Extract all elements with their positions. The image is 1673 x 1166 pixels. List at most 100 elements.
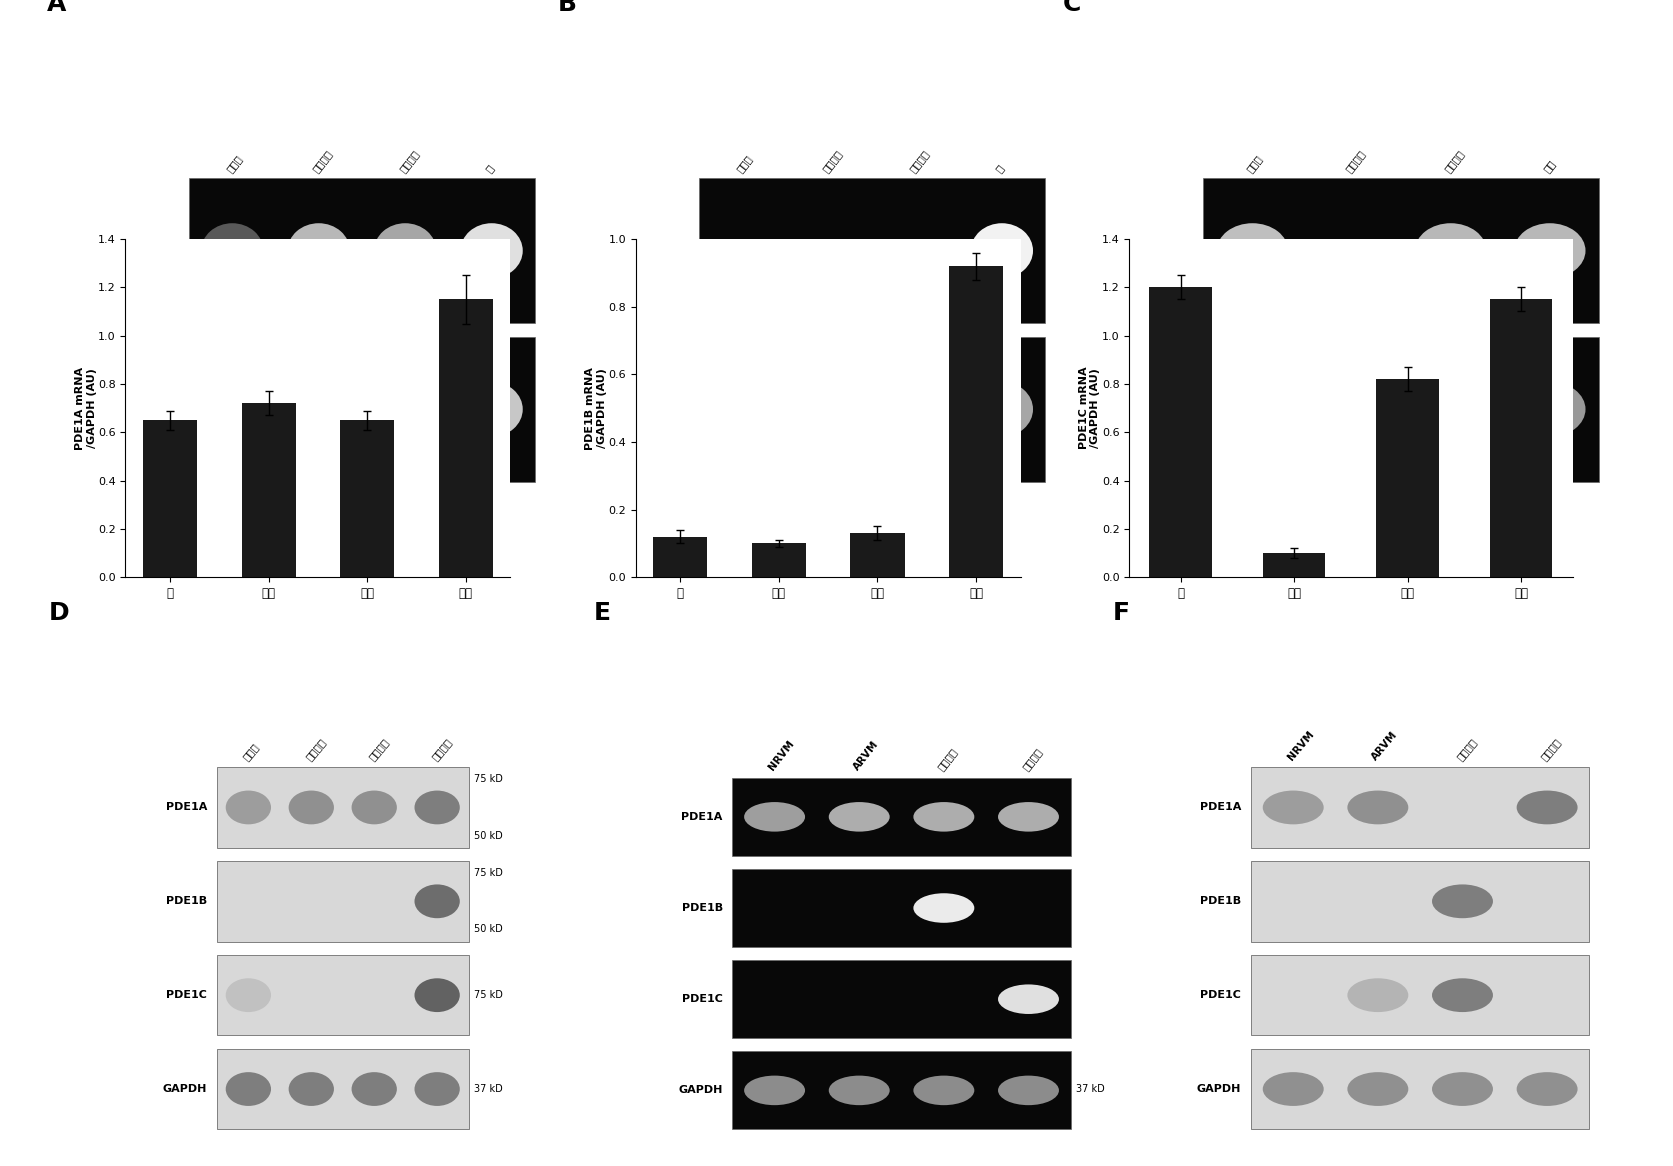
Text: 大鼠心脏: 大鼠心脏 <box>1343 148 1367 174</box>
Text: PDE1A: PDE1A <box>166 802 207 813</box>
Ellipse shape <box>1514 223 1586 279</box>
Ellipse shape <box>288 223 350 279</box>
Ellipse shape <box>226 978 271 1012</box>
Text: E: E <box>594 600 611 625</box>
Ellipse shape <box>415 791 460 824</box>
Ellipse shape <box>999 802 1059 831</box>
Ellipse shape <box>460 381 522 437</box>
Ellipse shape <box>1347 791 1409 824</box>
Text: PDE1C: PDE1C <box>683 995 723 1004</box>
Ellipse shape <box>913 802 974 831</box>
Ellipse shape <box>288 381 350 437</box>
Y-axis label: PDE1C mRNA
/GAPDH (AU): PDE1C mRNA /GAPDH (AU) <box>1079 367 1101 449</box>
Text: F: F <box>1113 600 1129 625</box>
Ellipse shape <box>289 791 335 824</box>
Ellipse shape <box>913 893 974 922</box>
Ellipse shape <box>1432 978 1492 1012</box>
Bar <box>1263 553 1325 577</box>
Y-axis label: PDE1A mRNA
/GAPDH (AU): PDE1A mRNA /GAPDH (AU) <box>75 366 97 450</box>
Text: 75 kD: 75 kD <box>473 774 502 785</box>
Text: 50 kD: 50 kD <box>473 830 502 841</box>
Ellipse shape <box>415 978 460 1012</box>
Text: 大鼠心脏: 大鼠心脏 <box>1456 736 1479 761</box>
Y-axis label: PDE1B mRNA
/GAPDH (AU): PDE1B mRNA /GAPDH (AU) <box>586 366 607 450</box>
Ellipse shape <box>351 1073 397 1105</box>
Ellipse shape <box>798 381 860 437</box>
Text: 脏: 脏 <box>994 162 1005 174</box>
Ellipse shape <box>226 791 271 824</box>
Text: GAPDH: GAPDH <box>162 1084 207 1094</box>
Text: 小鼠心脏: 小鼠心脏 <box>366 736 390 761</box>
Text: 大鼠心脏: 大鼠心脏 <box>303 736 328 761</box>
Text: GAPDH: GAPDH <box>678 1086 723 1095</box>
Bar <box>217 767 468 848</box>
Bar <box>1251 767 1589 848</box>
Bar <box>340 420 395 577</box>
Ellipse shape <box>1263 1073 1323 1105</box>
Text: 75 kD: 75 kD <box>473 869 502 878</box>
Bar <box>850 533 905 577</box>
Bar <box>949 266 1004 577</box>
Bar <box>751 543 806 577</box>
Text: 对照组织: 对照组织 <box>1539 736 1563 761</box>
Text: NRVM: NRVM <box>766 739 796 773</box>
Text: 对照组织: 对照组织 <box>1021 746 1044 773</box>
Text: PDE1B: PDE1B <box>166 897 207 906</box>
Text: PDE1A: PDE1A <box>1200 802 1241 813</box>
Text: 睾丸: 睾丸 <box>1543 157 1558 174</box>
Text: GAPDH: GAPDH <box>646 405 691 414</box>
Ellipse shape <box>999 984 1059 1014</box>
Ellipse shape <box>1517 791 1578 824</box>
Ellipse shape <box>885 381 947 437</box>
Ellipse shape <box>1415 223 1486 279</box>
Text: 脏: 脏 <box>483 162 495 174</box>
Bar <box>699 337 1046 482</box>
Ellipse shape <box>828 802 890 831</box>
Text: PDE1B: PDE1B <box>649 246 691 255</box>
Text: GAPDH: GAPDH <box>1196 1084 1241 1094</box>
Text: 人心脏: 人心脏 <box>1245 153 1265 174</box>
Text: 37 kD: 37 kD <box>1076 1084 1104 1094</box>
Ellipse shape <box>913 1075 974 1105</box>
Text: 大鼠心脏: 大鼠心脏 <box>935 746 959 773</box>
Bar <box>733 1052 1071 1129</box>
Bar <box>652 536 708 577</box>
Text: PDE1C: PDE1C <box>1153 246 1193 255</box>
Bar <box>1251 955 1589 1035</box>
Text: 小鼠心脏: 小鼠心脏 <box>397 148 420 174</box>
Bar <box>189 178 535 323</box>
Ellipse shape <box>711 381 773 437</box>
Bar <box>1251 861 1589 942</box>
Ellipse shape <box>289 1073 335 1105</box>
Bar <box>1149 287 1211 577</box>
Bar <box>733 869 1071 947</box>
Bar <box>733 961 1071 1038</box>
Bar <box>1377 379 1439 577</box>
Text: 小鼠心脏: 小鼠心脏 <box>1442 148 1466 174</box>
Text: 大鼠心脏: 大鼠心脏 <box>311 148 335 174</box>
Ellipse shape <box>1263 791 1323 824</box>
Text: GAPDH: GAPDH <box>136 405 181 414</box>
Text: PDE1B: PDE1B <box>1200 897 1241 906</box>
Bar <box>217 1049 468 1129</box>
Ellipse shape <box>744 1075 805 1105</box>
Text: 大鼠心脏: 大鼠心脏 <box>821 148 845 174</box>
Ellipse shape <box>1415 381 1486 437</box>
Text: 37 kD: 37 kD <box>473 1084 502 1094</box>
Bar <box>699 178 1046 323</box>
Text: ARVM: ARVM <box>852 739 880 773</box>
Bar <box>241 403 296 577</box>
Ellipse shape <box>1317 381 1387 437</box>
Ellipse shape <box>1347 1073 1409 1105</box>
Text: C: C <box>1062 0 1081 16</box>
Ellipse shape <box>375 381 437 437</box>
Text: PDE1A: PDE1A <box>681 812 723 822</box>
Bar <box>142 420 197 577</box>
Text: B: B <box>557 0 577 16</box>
Text: ARVM: ARVM <box>1370 729 1400 761</box>
Text: 人心脏: 人心脏 <box>734 153 755 174</box>
Text: PDE1A: PDE1A <box>139 246 181 255</box>
Ellipse shape <box>460 223 522 279</box>
Text: NRVM: NRVM <box>1285 729 1315 761</box>
Ellipse shape <box>970 381 1032 437</box>
